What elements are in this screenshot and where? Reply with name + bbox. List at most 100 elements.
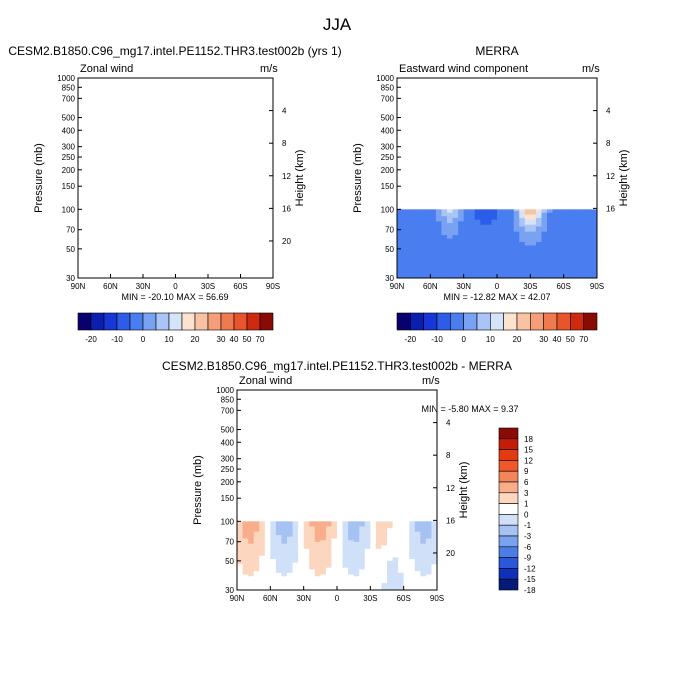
heatmap-cell (392, 545, 399, 548)
heatmap-cell (414, 536, 421, 539)
heatmap-cell (419, 219, 426, 222)
heatmap-cell (413, 211, 420, 214)
heatmap-cell (248, 577, 255, 581)
heatmap-cell (264, 572, 271, 575)
colorbar-swatch (498, 427, 519, 440)
heatmap-cell (480, 243, 487, 246)
colorbar-swatch (233, 312, 248, 331)
heatmap-cell (535, 231, 542, 234)
heatmap-cell (430, 253, 437, 257)
heatmap-cell (364, 562, 371, 565)
heatmap-cell (325, 564, 332, 567)
heatmap-cell (408, 248, 415, 251)
heatmap-cell (259, 583, 266, 586)
heatmap-cell (402, 264, 409, 267)
heatmap-cell (259, 574, 266, 577)
colorbar-swatch (498, 578, 519, 591)
heatmap-cell (409, 529, 416, 533)
heatmap-cell (287, 524, 293, 527)
heatmap-cell (259, 562, 266, 565)
heatmap-cell (375, 555, 382, 558)
heatmap-cell (424, 214, 431, 217)
heatmap-cell (430, 224, 437, 227)
heatmap-cell (242, 564, 249, 567)
heatmap-cell (431, 562, 438, 565)
heatmap-cell (430, 262, 437, 265)
heatmap-cell (370, 553, 377, 557)
heatmap-cell (320, 567, 327, 570)
heatmap-cell (348, 583, 355, 586)
heatmap-cell (353, 523, 360, 526)
colorbar-swatch (498, 568, 519, 580)
heatmap-cell (458, 276, 465, 279)
heatmap-cell (431, 548, 438, 551)
heatmap-cell (524, 223, 531, 226)
heatmap-cell (474, 217, 481, 221)
heatmap-cell (530, 260, 537, 263)
heatmap-cell (387, 581, 393, 584)
heatmap-cell (431, 528, 438, 531)
heatmap-cell (502, 269, 509, 272)
heatmap-cell (452, 238, 459, 241)
heatmap-cell (552, 241, 559, 245)
heatmap-cell (398, 569, 405, 572)
heatmap-cell (569, 255, 576, 258)
heatmap-cell (320, 572, 327, 575)
heatmap-cell (497, 214, 503, 217)
heatmap-cell (259, 557, 266, 560)
heatmap-cell (370, 543, 377, 546)
heatmap-cell (403, 531, 410, 534)
heatmap-cell (541, 235, 548, 238)
heatmap-cell (408, 236, 415, 239)
heatmap-cell (552, 276, 559, 279)
heatmap-cell (414, 581, 421, 584)
heatmap-cell (469, 248, 476, 251)
heatmap-cell (424, 272, 431, 275)
heatmap-cell (569, 253, 576, 257)
heatmap-cell (441, 212, 448, 215)
heatmap-cell (585, 260, 592, 263)
heatmap-cell (530, 271, 537, 274)
heatmap-cell (259, 535, 266, 538)
heatmap-cell (485, 214, 492, 217)
heatmap-cell (569, 214, 576, 217)
heatmap-cell (485, 276, 492, 279)
heatmap-cell (403, 521, 410, 524)
heatmap-cell (392, 531, 399, 534)
heatmap-cell (547, 262, 553, 265)
heatmap-cell (370, 586, 377, 589)
heatmap-cell (524, 265, 531, 269)
heatmap-cell (547, 255, 553, 258)
heatmap-cell (491, 224, 498, 227)
heatmap-cell (298, 531, 305, 534)
heatmap-cell (370, 521, 377, 524)
heatmap-cell (331, 559, 338, 562)
heatmap-cell (353, 543, 360, 546)
heatmap-cell (463, 236, 470, 239)
heatmap-cell (337, 555, 343, 558)
heatmap-cell (502, 209, 509, 212)
heatmap-cell (508, 259, 515, 262)
heatmap-cell (552, 231, 559, 234)
heatmap-cell (435, 257, 442, 260)
heatmap-cell (398, 526, 405, 529)
heatmap-cell (463, 224, 470, 227)
heatmap-cell (491, 233, 498, 236)
heatmap-cell (569, 224, 576, 227)
heatmap-cell (424, 217, 431, 221)
heatmap-cell (292, 524, 299, 527)
heatmap-cell (342, 583, 349, 586)
heatmap-cell (535, 276, 542, 279)
heatmap-cell (398, 583, 405, 586)
heatmap-cell (409, 541, 416, 545)
heatmap-cell (485, 231, 492, 234)
heatmap-cell (485, 217, 492, 221)
heatmap-cell (298, 545, 305, 548)
heatmap-cell (381, 521, 388, 524)
heatmap-cell (469, 240, 476, 243)
heatmap-cell (337, 560, 343, 563)
heatmap-cell (441, 276, 448, 279)
heatmap-cell (535, 229, 542, 233)
heatmap-cell (558, 231, 565, 234)
heatmap-cell (513, 269, 520, 272)
